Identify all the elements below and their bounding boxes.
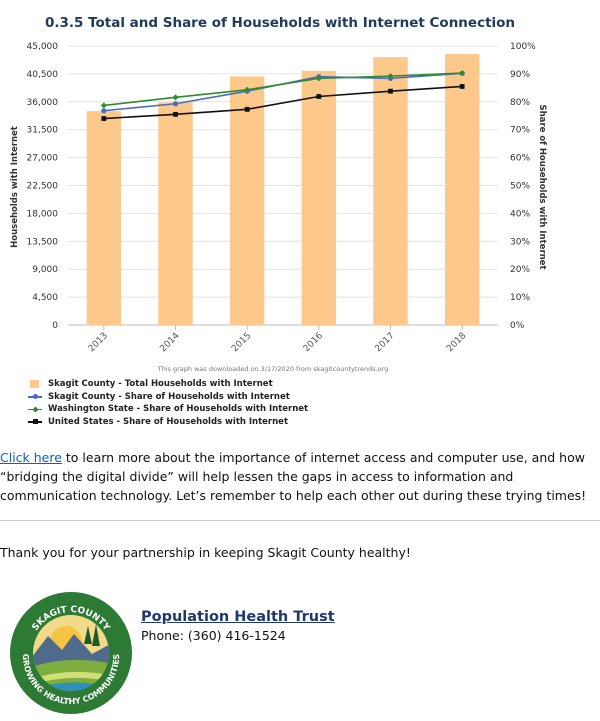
bar-2016[interactable] bbox=[301, 70, 337, 325]
chart-svg: 0.3.5 Total and Share of Households with… bbox=[10, 15, 547, 373]
series-2-point-2016[interactable] bbox=[316, 94, 322, 99]
series-2-point-2014[interactable] bbox=[173, 111, 178, 117]
skagit-county-logo: SKAGIT COUNTY GROWING HEALTHY COMMUNITIE… bbox=[8, 590, 134, 716]
contact-block: Population Health Trust Phone: (360) 416… bbox=[141, 609, 335, 643]
right-tick-label: 30% bbox=[510, 237, 530, 247]
legend-item-us-share[interactable]: United States - Share of Households with… bbox=[28, 416, 428, 429]
right-tick-label: 40% bbox=[510, 209, 530, 219]
legend-bar-swatch bbox=[28, 379, 42, 389]
left-tick-label: 45,000 bbox=[27, 42, 59, 52]
legend-line-swatch bbox=[28, 404, 42, 414]
series-line-2 bbox=[103, 85, 463, 120]
legend-item-bars[interactable]: Skagit County - Total Households with In… bbox=[28, 378, 428, 391]
right-tick-label: 60% bbox=[510, 154, 530, 164]
legend-label: Skagit County - Total Households with In… bbox=[48, 379, 273, 390]
legend-label: United States - Share of Households with… bbox=[48, 416, 289, 427]
series-2-point-2018[interactable] bbox=[459, 84, 465, 89]
left-axis-label: Households with Internet bbox=[10, 126, 20, 248]
learn-more-link[interactable]: Click here bbox=[0, 450, 62, 465]
bar-2018[interactable] bbox=[444, 54, 480, 326]
legend-label: Skagit County - Share of Households with… bbox=[48, 391, 290, 402]
left-tick-label: 31,500 bbox=[27, 126, 59, 136]
left-tick-label: 40,500 bbox=[27, 70, 59, 80]
series-0-point-2013[interactable] bbox=[101, 108, 107, 114]
series-1-point-2018[interactable] bbox=[459, 70, 466, 77]
x-tick-label: 2016 bbox=[302, 331, 325, 354]
chart-credit: This graph was downloaded on 3/17/2020 f… bbox=[157, 365, 389, 373]
series-1-point-2014[interactable] bbox=[172, 94, 179, 101]
right-tick-label: 50% bbox=[510, 182, 530, 192]
series-1-point-2015[interactable] bbox=[244, 86, 251, 93]
series-line-1 bbox=[103, 72, 463, 107]
right-tick-label: 10% bbox=[510, 293, 530, 303]
divider bbox=[0, 520, 600, 521]
legend-label: Washington State - Share of Households w… bbox=[48, 404, 309, 415]
thanks-text: Thank you for your partnership in keepin… bbox=[0, 545, 411, 560]
left-tick-label: 4,500 bbox=[32, 293, 58, 303]
left-tick-label: 13,500 bbox=[27, 237, 59, 247]
right-tick-label: 20% bbox=[510, 265, 530, 275]
series-2-point-2013[interactable] bbox=[101, 116, 107, 121]
x-tick-label: 2018 bbox=[445, 331, 468, 354]
left-tick-label: 18,000 bbox=[27, 209, 59, 219]
x-tick-label: 2017 bbox=[373, 331, 396, 354]
left-tick-label: 9,000 bbox=[32, 265, 58, 275]
series-line-0 bbox=[103, 72, 463, 112]
right-tick-label: 0% bbox=[510, 321, 525, 331]
left-tick-label: 27,000 bbox=[27, 154, 59, 164]
series-1-point-2016[interactable] bbox=[315, 75, 322, 82]
series-1-point-2013[interactable] bbox=[100, 102, 107, 109]
left-tick-label: 22,500 bbox=[27, 182, 59, 192]
bar-2015[interactable] bbox=[229, 76, 265, 325]
right-tick-label: 80% bbox=[510, 98, 530, 108]
x-tick-label: 2013 bbox=[87, 331, 110, 354]
legend-item-wa-share[interactable]: Washington State - Share of Households w… bbox=[28, 403, 428, 416]
right-axis-label: Share of Households with Internet bbox=[537, 104, 547, 269]
chart-area: 0.3.5 Total and Share of Households with… bbox=[10, 15, 547, 428]
legend-line-swatch bbox=[28, 417, 42, 427]
legend-line-swatch bbox=[28, 392, 42, 402]
series-0-point-2014[interactable] bbox=[172, 101, 179, 107]
left-tick-label: 0 bbox=[52, 321, 58, 331]
bar-2017[interactable] bbox=[373, 57, 408, 325]
right-tick-label: 70% bbox=[510, 126, 530, 136]
left-tick-label: 36,000 bbox=[27, 98, 59, 108]
series-2-point-2017[interactable] bbox=[388, 88, 393, 94]
right-tick-label: 100% bbox=[510, 42, 536, 52]
x-tick-label: 2015 bbox=[230, 331, 253, 354]
org-phone: Phone: (360) 416-1524 bbox=[141, 628, 286, 643]
series-2-point-2015[interactable] bbox=[244, 106, 250, 112]
paragraph-text: to learn more about the importance of in… bbox=[0, 450, 587, 503]
right-tick-label: 90% bbox=[510, 70, 530, 80]
series-1-point-2017[interactable] bbox=[387, 73, 394, 80]
legend-item-skagit-share[interactable]: Skagit County - Share of Households with… bbox=[28, 391, 428, 404]
chart-title: 0.3.5 Total and Share of Households with… bbox=[45, 15, 515, 31]
org-name-link[interactable]: Population Health Trust bbox=[141, 609, 335, 625]
x-tick-label: 2014 bbox=[158, 331, 181, 354]
body-paragraph: Click here to learn more about the impor… bbox=[0, 448, 600, 505]
bar-2014[interactable] bbox=[158, 102, 193, 325]
bar-2013[interactable] bbox=[86, 111, 122, 325]
chart-legend: Skagit County - Total Households with In… bbox=[28, 378, 428, 428]
